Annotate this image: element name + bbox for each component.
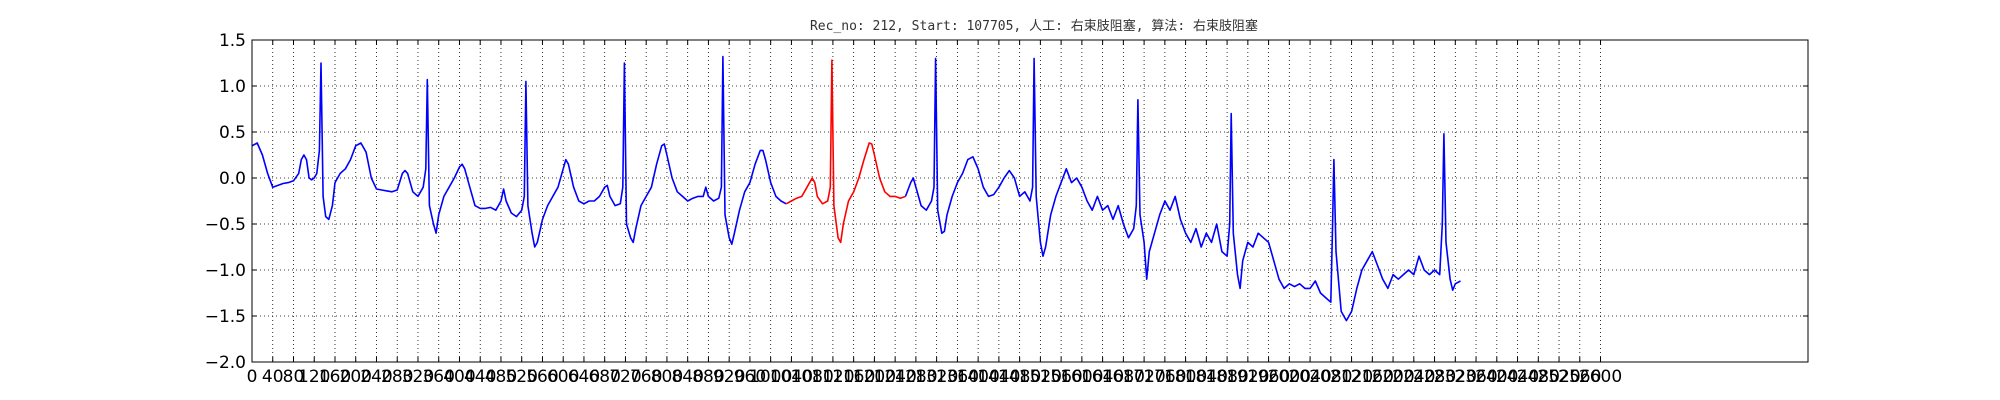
- y-axis: −2.0 −1.5 −1.0 −0.5 0.0 0.5 1.0 1.5: [205, 31, 1808, 373]
- x-tick-label: 1680: [1102, 367, 1145, 387]
- x-tick-label: 1320: [915, 367, 958, 387]
- x-tick-label: 160: [319, 367, 351, 387]
- x-tick-label: 2360: [1454, 367, 1497, 387]
- x-tick-label: 560: [526, 367, 558, 387]
- grid: [252, 40, 1808, 362]
- x-tick-label: 120: [298, 367, 330, 387]
- x-tick-label: 680: [588, 367, 620, 387]
- x-tick-label: 1000: [749, 367, 792, 387]
- x-tick-label: 2200: [1371, 367, 1414, 387]
- y-tick-label: 1.5: [219, 31, 246, 51]
- plot-frame: [251, 39, 1809, 363]
- x-tick-label: 1960: [1247, 367, 1290, 387]
- x-tick-label: 520: [505, 367, 537, 387]
- x-tick-label: 840: [671, 367, 703, 387]
- x-tick-label: 2600: [1579, 367, 1622, 387]
- x-tick-label: 200: [340, 367, 372, 387]
- x-tick-label: 1440: [977, 367, 1020, 387]
- x-tick-label: 1400: [957, 367, 1000, 387]
- y-tick-label: 0.5: [219, 123, 246, 143]
- x-tick-label: 1240: [874, 367, 917, 387]
- x-tick-label: 1640: [1081, 367, 1124, 387]
- x-tick-label: 80: [283, 367, 305, 387]
- x-tick-label: 800: [651, 367, 683, 387]
- x-tick-label: 1360: [936, 367, 979, 387]
- y-tick-label: −2.0: [205, 353, 246, 373]
- x-tick-label: 2080: [1309, 367, 1352, 387]
- x-tick-label: 1120: [811, 367, 854, 387]
- x-tick-label: 1760: [1143, 367, 1186, 387]
- x-axis: 0 40 8012016020024028032036040044048052056…: [247, 40, 1622, 387]
- x-tick-label: 1520: [1019, 367, 1062, 387]
- x-tick-label: 2400: [1475, 367, 1518, 387]
- y-tick-label: −1.5: [205, 307, 246, 327]
- ecg-series-line: [251, 55, 787, 248]
- x-tick-label: 240: [360, 367, 392, 387]
- x-tick-label: 720: [609, 367, 641, 387]
- x-tick-label: 1800: [1164, 367, 1207, 387]
- y-tick-label: −1.0: [205, 261, 246, 281]
- x-tick-label: 440: [464, 367, 496, 387]
- x-tick-label: 600: [547, 367, 579, 387]
- x-tick-label: 2320: [1434, 367, 1477, 387]
- x-tick-label: 1480: [998, 367, 1041, 387]
- x-tick-label: 2480: [1517, 367, 1560, 387]
- x-tick-label: 280: [381, 367, 413, 387]
- x-tick-label: 2560: [1558, 367, 1601, 387]
- x-tick-label: 1600: [1060, 367, 1103, 387]
- series-group: [251, 55, 1461, 322]
- x-tick-label: 880: [692, 367, 724, 387]
- x-tick-label: 40: [262, 367, 284, 387]
- x-tick-label: 400: [443, 367, 475, 387]
- x-tick-label: 1160: [832, 367, 875, 387]
- x-tick-label: 1200: [853, 367, 896, 387]
- x-tick-label: 2520: [1537, 367, 1580, 387]
- x-tick-label: 1920: [1226, 367, 1269, 387]
- x-tick-label: 640: [568, 367, 600, 387]
- x-tick-label: 1840: [1185, 367, 1228, 387]
- x-tick-label: 1560: [1039, 367, 1082, 387]
- x-tick-label: 1720: [1122, 367, 1165, 387]
- x-tick-label: 2440: [1496, 367, 1539, 387]
- x-tick-label: 920: [713, 367, 745, 387]
- x-tick-label: 2000: [1268, 367, 1311, 387]
- y-tick-label: −0.5: [205, 215, 246, 235]
- x-tick-label: 1040: [770, 367, 813, 387]
- x-tick-label: 1080: [791, 367, 834, 387]
- y-tick-label: 0.0: [219, 169, 246, 189]
- ecg-series-line: [785, 59, 906, 244]
- x-tick-label: 0: [247, 367, 258, 387]
- x-tick-label: 2040: [1288, 367, 1331, 387]
- x-tick-label: 360: [422, 367, 454, 387]
- x-tick-label: 2280: [1413, 367, 1456, 387]
- x-tick-label: 320: [402, 367, 434, 387]
- x-tick-label: 1280: [894, 367, 937, 387]
- y-tick-label: 1.0: [219, 77, 246, 97]
- x-tick-label: 2240: [1392, 367, 1435, 387]
- x-tick-label: 960: [734, 367, 766, 387]
- x-tick-label: 480: [485, 367, 517, 387]
- x-tick-label: 1880: [1205, 367, 1248, 387]
- chart-title: Rec_no: 212, Start: 107705, 人工: 右束肢阻塞, 算…: [810, 18, 1258, 34]
- x-tick-label: 2160: [1351, 367, 1394, 387]
- ecg-series-line: [904, 57, 1461, 322]
- x-tick-label: 2120: [1330, 367, 1373, 387]
- x-tick-label: 760: [630, 367, 662, 387]
